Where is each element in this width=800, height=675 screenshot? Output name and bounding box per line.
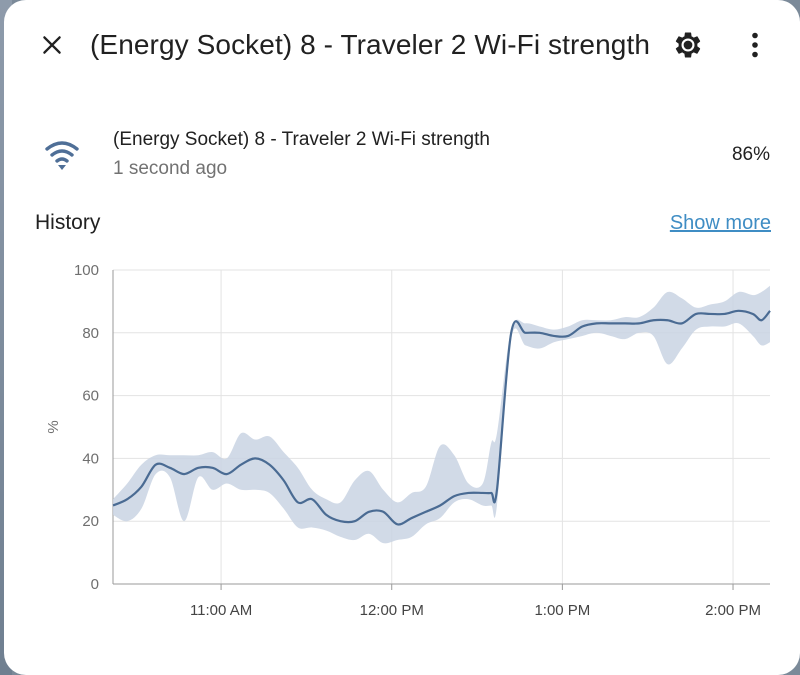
more-options-button[interactable] [731, 21, 779, 69]
last-changed: 1 second ago [113, 158, 228, 179]
x-tick-label: 12:00 PM [360, 602, 424, 619]
y-tick-label: 60 [82, 388, 99, 405]
y-tick-label: 0 [91, 576, 99, 593]
history-chart[interactable]: 0 20 40 60 80 100 11:00 AM 12:00 PM 1:00 PM 2:00 … [4, 250, 800, 630]
more-info-dialog: (Energy Socket) 8 - Traveler 2 Wi-Fi str… [4, 0, 800, 675]
entity-row[interactable]: (Energy Socket) 8 - Traveler 2 Wi-Fi str… [4, 118, 800, 190]
history-title: History [35, 211, 101, 234]
close-icon [43, 36, 61, 54]
more-vertical-icon [752, 32, 758, 58]
show-more-link[interactable]: Show more [669, 212, 771, 234]
x-tick-label: 1:00 PM [534, 602, 590, 619]
gear-icon [675, 32, 701, 58]
y-axis-label: % [45, 420, 62, 433]
history-chart-svg: 0 20 40 60 80 100 11:00 AM 12:00 PM 1:00 PM 2:00 … [45, 262, 771, 619]
x-tick-label: 11:00 AM [190, 602, 252, 619]
close-button[interactable] [28, 21, 76, 69]
settings-button[interactable] [664, 21, 712, 69]
dialog-title: (Energy Socket) 8 - Traveler 2 Wi-Fi str… [90, 29, 650, 60]
y-tick-label: 40 [82, 450, 99, 467]
entity-name: (Energy Socket) 8 - Traveler 2 Wi-Fi str… [113, 129, 490, 150]
y-tick-label: 100 [74, 262, 99, 279]
x-tick-label: 2:00 PM [705, 602, 761, 619]
mean-line [112, 309, 771, 526]
dialog-header: (Energy Socket) 8 - Traveler 2 Wi-Fi str… [4, 0, 800, 92]
y-tick-label: 20 [82, 513, 99, 530]
wifi-icon [45, 141, 79, 170]
entity-state: 86% [731, 144, 770, 165]
min-max-band [113, 285, 770, 544]
y-tick-label: 80 [82, 325, 99, 342]
